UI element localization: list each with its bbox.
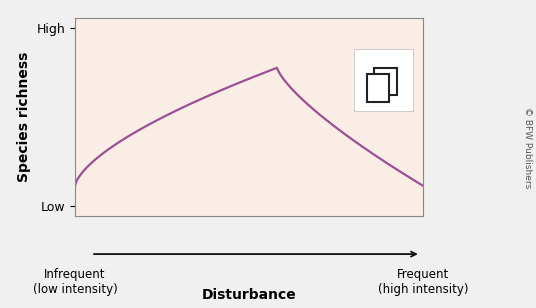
Text: Disturbance: Disturbance: [202, 288, 296, 302]
FancyBboxPatch shape: [367, 74, 389, 102]
Y-axis label: Species richness: Species richness: [17, 52, 31, 182]
FancyBboxPatch shape: [374, 68, 397, 95]
Text: Frequent
(high intensity): Frequent (high intensity): [378, 268, 468, 296]
Text: © BFW Publishers: © BFW Publishers: [524, 107, 532, 188]
Text: Infrequent
(low intensity): Infrequent (low intensity): [33, 268, 117, 296]
